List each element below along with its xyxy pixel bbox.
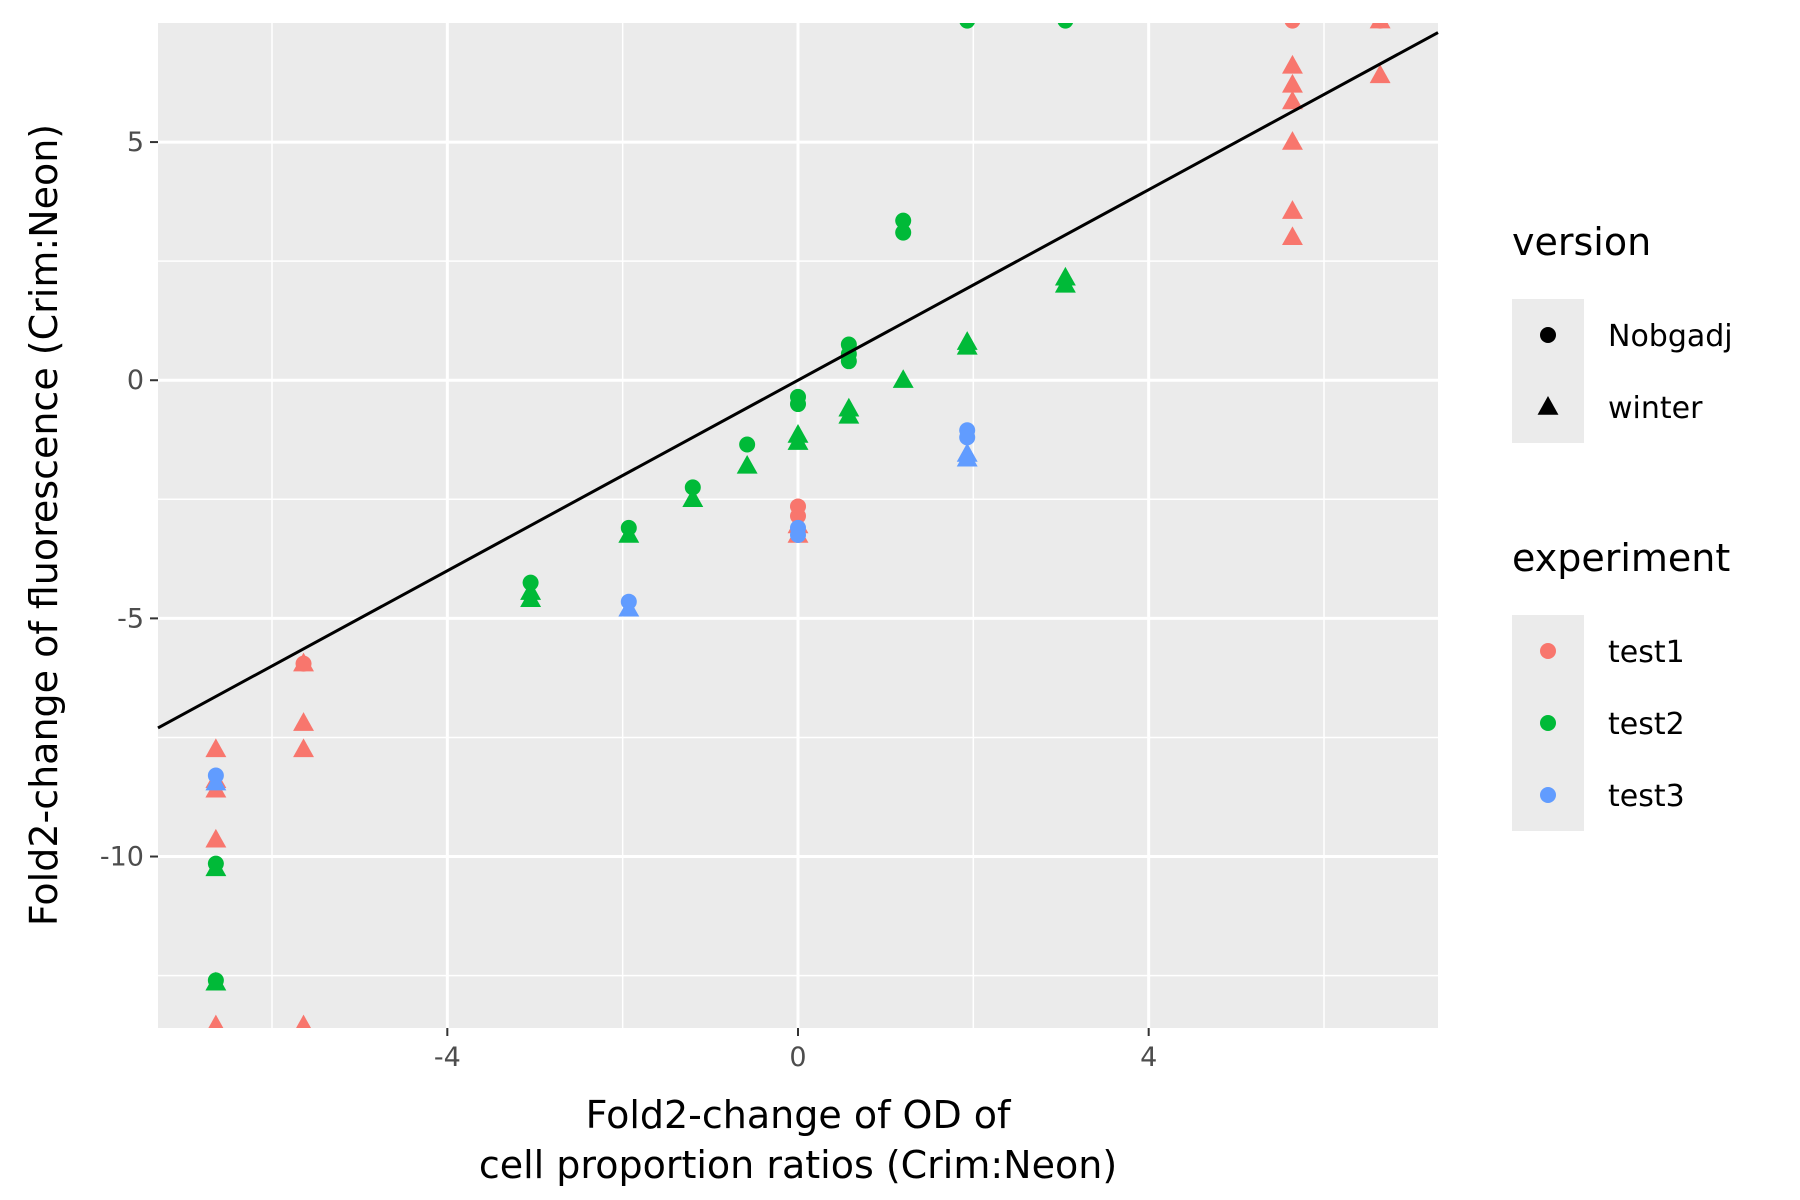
data-point-test3-winter (205, 771, 227, 791)
legend-key-test3 (1540, 787, 1556, 803)
data-point-test2-Nobgadj (1057, 23, 1074, 29)
data-point-test1-winter (1282, 90, 1303, 110)
data-point-test1-winter (1369, 64, 1391, 84)
data-point-test1-winter (293, 712, 314, 731)
data-point-test2-Nobgadj (895, 224, 912, 241)
x-tick-label: 4 (1140, 1042, 1157, 1073)
data-point-test2-Nobgadj (739, 436, 756, 453)
data-point-test1-winter (1369, 23, 1391, 29)
data-point-test3-Nobgadj (959, 429, 976, 446)
data-point-test2-winter (838, 404, 860, 424)
data-point-test2-winter (618, 524, 640, 543)
y-tick-label: -5 (117, 603, 144, 634)
data-point-test2-Nobgadj (684, 479, 701, 496)
y-tick-label: 5 (127, 127, 144, 158)
data-point-test1-winter (205, 828, 227, 848)
data-point-test1-winter (1282, 226, 1303, 246)
legend-label-test3: test3 (1608, 779, 1685, 814)
x-axis-title-line1: Fold2-change of OD of (586, 1093, 1012, 1137)
legend: version Nobgadj winter experiment test1 test2… (1512, 220, 1733, 831)
x-axis-title-line2: cell proportion ratios (Crim:Neon) (479, 1143, 1117, 1187)
data-point-test1-winter (205, 738, 227, 758)
data-point-test3-Nobgadj (790, 527, 806, 544)
data-point-test2-Nobgadj (840, 353, 857, 370)
legend-label-test1: test1 (1608, 635, 1685, 670)
data-point-test2-Nobgadj (895, 212, 912, 229)
legend-key-triangle (1537, 396, 1559, 415)
data-point-test1-winter (293, 652, 314, 672)
data-point-test2-winter (892, 369, 914, 388)
x-tick-label: -4 (434, 1042, 461, 1073)
data-point-test2-winter (1054, 273, 1076, 293)
data-point-test2-winter (956, 335, 978, 355)
legend-key-test2 (1540, 715, 1556, 731)
y-axis-title: Fold2-change of fluorescence (Crim:Neon) (22, 124, 66, 926)
data-point-test2-winter (682, 488, 704, 508)
y-axis-ticks: -10 -5 0 5 (100, 127, 158, 873)
data-point-test3-winter (956, 447, 978, 467)
data-point-test2-winter (205, 857, 227, 877)
data-point-test2-Nobgadj (959, 23, 975, 29)
reference-line (157, 31, 1439, 730)
legend-label-test2: test2 (1608, 707, 1685, 742)
data-point-test3-winter (618, 597, 640, 617)
data-point-test1-winter (1282, 73, 1303, 93)
data-point-test1-Nobgadj (1284, 23, 1301, 29)
x-tick-label: 0 (789, 1042, 806, 1073)
data-point-test2-Nobgadj (790, 396, 806, 413)
x-axis-ticks: -4 0 4 (434, 1028, 1157, 1073)
data-point-test1-winter (296, 1014, 312, 1028)
data-point-test2-winter (736, 454, 758, 474)
legend-key-test1 (1540, 643, 1556, 659)
data-point-test2-winter (205, 971, 227, 991)
data-point-test1-winter (1282, 200, 1303, 219)
data-point-test1-winter (1282, 131, 1303, 150)
data-point-test2-winter (520, 588, 542, 608)
legend-title-experiment: experiment (1512, 536, 1730, 580)
y-tick-label: -10 (100, 842, 144, 873)
data-point-test1-winter (293, 738, 314, 758)
y-tick-label: 0 (127, 365, 144, 396)
legend-label-winter: winter (1608, 391, 1703, 426)
legend-label-Nobgadj: Nobgadj (1608, 319, 1733, 354)
data-point-test2-winter (787, 431, 809, 450)
legend-title-version: version (1512, 220, 1651, 264)
data-points (205, 23, 1391, 1028)
data-point-test1-winter (1282, 54, 1303, 74)
data-point-test1-winter (208, 1014, 224, 1028)
legend-key-circle (1540, 327, 1556, 343)
